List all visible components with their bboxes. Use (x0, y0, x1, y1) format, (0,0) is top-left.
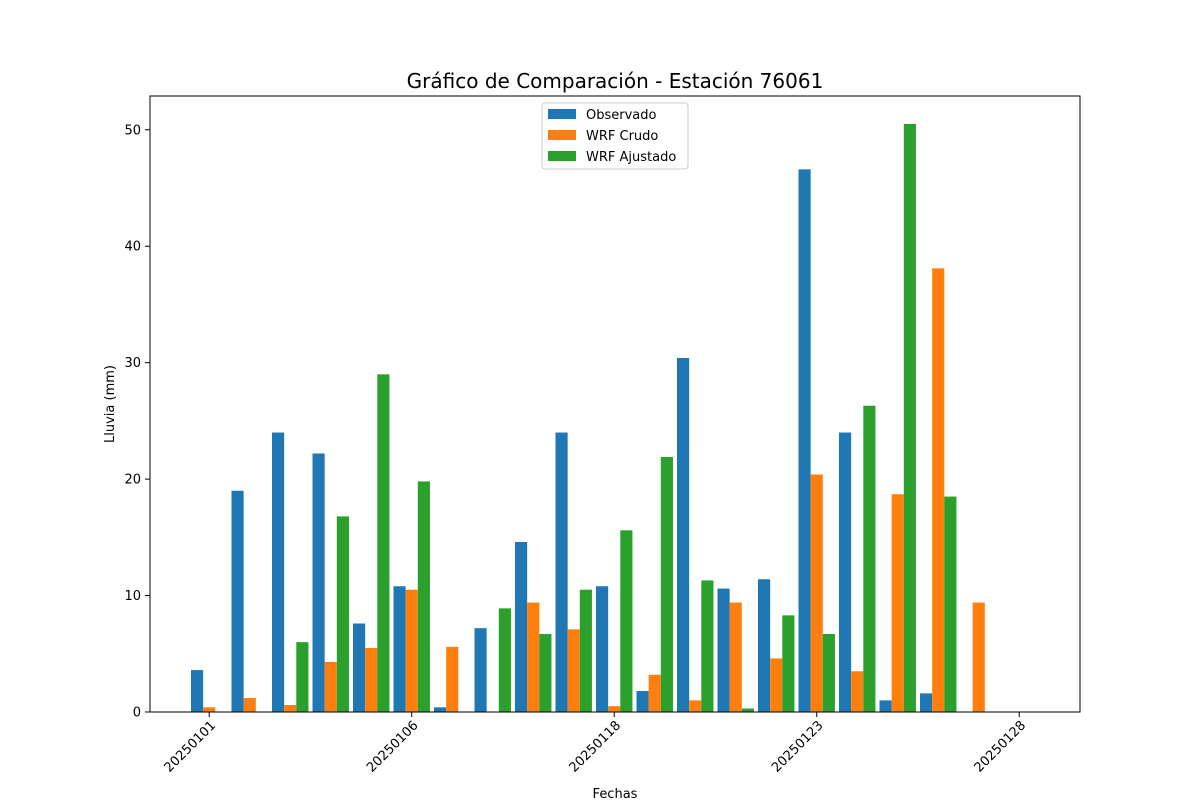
bar-observado-16 (839, 432, 852, 712)
y-tick-label: 20 (124, 473, 141, 488)
bar-wrf-crudo-2 (284, 705, 297, 712)
bars-group (191, 123, 985, 713)
bar-wrf-crudo-13 (729, 602, 742, 712)
bar-observado-13 (717, 588, 730, 712)
y-tick-label: 0 (133, 706, 141, 721)
bar-wrf-ajustado-5 (417, 481, 430, 712)
bar-wrf-ajustado-14 (782, 615, 795, 712)
y-tick-label: 40 (124, 240, 141, 255)
bar-wrf-ajustado-12 (701, 580, 714, 712)
bar-wrf-crudo-4 (365, 647, 378, 712)
bar-observado-1 (231, 490, 244, 712)
bar-observado-3 (312, 453, 325, 712)
bar-observado-14 (758, 579, 771, 712)
legend: Observado WRF Crudo WRF Ajustado (541, 102, 689, 170)
bar-wrf-ajustado-15 (822, 633, 835, 712)
bar-wrf-ajustado-4 (377, 374, 390, 712)
bar-observado-17 (879, 700, 892, 712)
bar-observado-12 (677, 358, 690, 712)
bar-wrf-ajustado-13 (741, 708, 754, 712)
bar-wrf-crudo-1 (243, 698, 256, 712)
bar-wrf-ajustado-8 (539, 633, 552, 712)
bar-wrf-crudo-11 (648, 674, 661, 712)
y-axis-label: Lluvia (mm) (103, 365, 118, 443)
bar-wrf-ajustado-3 (336, 516, 349, 712)
bar-wrf-crudo-18 (932, 268, 945, 712)
bar-wrf-crudo-14 (770, 658, 783, 712)
bar-observado-9 (555, 432, 568, 712)
bar-wrf-crudo-9 (567, 629, 580, 712)
legend-swatch-observado (548, 109, 576, 119)
bar-observado-18 (920, 693, 933, 712)
bar-wrf-crudo-0 (203, 707, 216, 712)
legend-label-observado: Observado (586, 108, 657, 123)
bar-observado-8 (515, 541, 528, 712)
y-tick-label: 30 (124, 356, 141, 371)
bar-wrf-crudo-10 (608, 706, 621, 712)
y-tick-label: 10 (124, 589, 141, 604)
bar-observado-2 (272, 432, 285, 712)
bar-observado-7 (474, 628, 487, 712)
bar-observado-6 (434, 707, 447, 712)
bar-wrf-crudo-16 (851, 671, 864, 712)
bar-observado-11 (636, 691, 649, 712)
bar-wrf-crudo-15 (810, 474, 823, 712)
bar-wrf-ajustado-9 (579, 589, 592, 712)
bar-observado-5 (393, 586, 406, 712)
bar-wrf-crudo-17 (891, 494, 904, 712)
bar-wrf-ajustado-16 (863, 405, 876, 712)
legend-label-wrf-crudo: WRF Crudo (586, 129, 658, 144)
bar-wrf-crudo-3 (324, 661, 337, 712)
bar-wrf-ajustado-18 (944, 496, 957, 712)
bar-wrf-ajustado-2 (296, 642, 309, 712)
x-axis-label: Fechas (593, 787, 638, 800)
bar-wrf-ajustado-11 (660, 456, 673, 712)
bar-observado-0 (191, 670, 204, 712)
bar-wrf-ajustado-17 (903, 123, 916, 712)
bar-observado-15 (798, 169, 811, 713)
bar-observado-10 (596, 586, 609, 712)
bar-wrf-ajustado-7 (498, 608, 511, 712)
legend-swatch-wrf-crudo (548, 130, 576, 140)
y-tick-label: 50 (124, 123, 141, 138)
bar-wrf-crudo-6 (446, 646, 459, 712)
y-axis: 0 10 20 30 40 50 (124, 123, 150, 721)
legend-box (541, 102, 689, 170)
legend-label-wrf-ajustado: WRF Ajustado (586, 150, 676, 165)
bar-wrf-ajustado-10 (620, 530, 633, 712)
bar-wrf-crudo-5 (405, 589, 418, 712)
bar-wrf-crudo-19 (972, 602, 985, 712)
bar-observado-4 (353, 623, 366, 712)
bar-wrf-crudo-12 (689, 700, 702, 712)
bar-wrf-crudo-8 (527, 602, 540, 712)
chart-title: Gráfico de Comparación - Estación 76061 (407, 69, 824, 93)
plot-frame (149, 95, 1081, 713)
legend-swatch-wrf-ajustado (548, 151, 576, 161)
